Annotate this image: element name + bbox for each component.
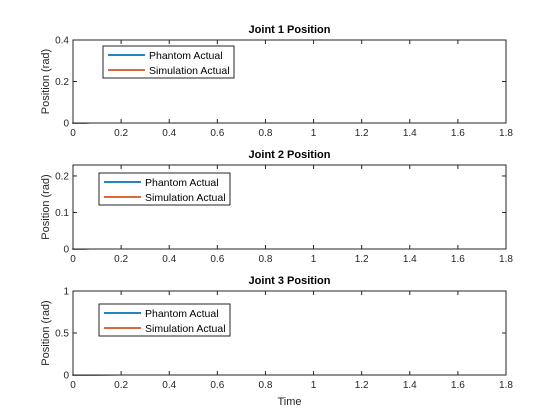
- legend-label: Phantom Actual: [145, 177, 219, 189]
- legend: Phantom Actual Simulation Actual: [98, 303, 231, 337]
- x-tick-label: 1: [311, 254, 317, 265]
- legend-box: [98, 172, 231, 206]
- x-axis-label: Time: [277, 396, 301, 408]
- chart-panel-3: 0 0.2 0.4 0.6 0.8 1 1.2 1.4 1.6 1.8 0 0.5 1 Joint 3 P…: [40, 275, 513, 408]
- x-tick-label: 0: [70, 254, 76, 265]
- legend-label: Simulation Actual: [145, 192, 226, 204]
- y-tick-label: 0.2: [55, 77, 69, 88]
- chart-panel-1: 0 0.2 0.4 0.6 0.8 1 1.2 1.4 1.6 1.8 0 0.2 0.4 Joint 1…: [40, 24, 513, 139]
- legend: Phantom Actual Simulation Actual: [98, 172, 231, 206]
- x-tick-label: 1.8: [499, 380, 513, 391]
- x-tick-label: 0.6: [210, 380, 224, 391]
- x-tick-label: 0.4: [162, 380, 176, 391]
- x-tick-label: 1.4: [403, 254, 417, 265]
- x-tick-label: 0.8: [258, 254, 272, 265]
- chart-title: Joint 3 Position: [249, 275, 331, 287]
- y-tick-label: 0: [63, 371, 69, 382]
- x-tick-label: 0.4: [162, 128, 176, 139]
- x-tick-label: 1.2: [355, 380, 369, 391]
- legend: Phantom Actual Simulation Actual: [102, 45, 235, 79]
- x-tick-label: 0.2: [114, 254, 128, 265]
- y-tick-label: 0.4: [55, 36, 69, 47]
- x-tick-label: 1.2: [355, 254, 369, 265]
- legend-label: Phantom Actual: [149, 50, 223, 62]
- x-tick-label: 0: [70, 380, 76, 391]
- x-tick-label: 0.4: [162, 254, 176, 265]
- chart-title: Joint 1 Position: [249, 24, 331, 36]
- x-tick-label: 0.2: [114, 380, 128, 391]
- legend-label: Phantom Actual: [145, 308, 219, 320]
- legend-box: [102, 45, 235, 79]
- x-tick-label: 1: [311, 128, 317, 139]
- y-tick-label: 0.2: [55, 171, 69, 182]
- y-tick-label: 0: [63, 245, 69, 256]
- y-tick-label: 0.5: [55, 329, 69, 340]
- legend-label: Simulation Actual: [145, 323, 226, 335]
- x-tick-label: 1: [311, 380, 317, 391]
- x-tick-label: 1.8: [499, 254, 513, 265]
- x-tick-label: 1.6: [451, 128, 465, 139]
- y-tick-label: 0.1: [55, 208, 69, 219]
- legend-box: [98, 303, 231, 337]
- x-tick-label: 1.6: [451, 254, 465, 265]
- x-tick-label: 0.8: [258, 380, 272, 391]
- y-tick-label: 0: [63, 119, 69, 130]
- x-tick-label: 0.6: [210, 128, 224, 139]
- y-tick-label: 1: [63, 287, 69, 298]
- x-tick-label: 0.2: [114, 128, 128, 139]
- x-tick-label: 1.4: [403, 380, 417, 391]
- y-axis-label: Position (rad): [40, 174, 52, 239]
- x-tick-label: 1.8: [499, 128, 513, 139]
- x-tick-label: 1.2: [355, 128, 369, 139]
- chart-title: Joint 2 Position: [249, 149, 331, 161]
- x-tick-label: 1.6: [451, 380, 465, 391]
- y-axis-label: Position (rad): [40, 300, 52, 365]
- x-tick-label: 1.4: [403, 128, 417, 139]
- chart-panel-2: 0 0.2 0.4 0.6 0.8 1 1.2 1.4 1.6 1.8 0 0.1 0.2 Joint 2…: [40, 149, 513, 265]
- x-tick-label: 0: [70, 128, 76, 139]
- x-tick-label: 0.6: [210, 254, 224, 265]
- x-tick-label: 0.8: [258, 128, 272, 139]
- legend-label: Simulation Actual: [149, 65, 230, 77]
- y-axis-label: Position (rad): [40, 49, 52, 114]
